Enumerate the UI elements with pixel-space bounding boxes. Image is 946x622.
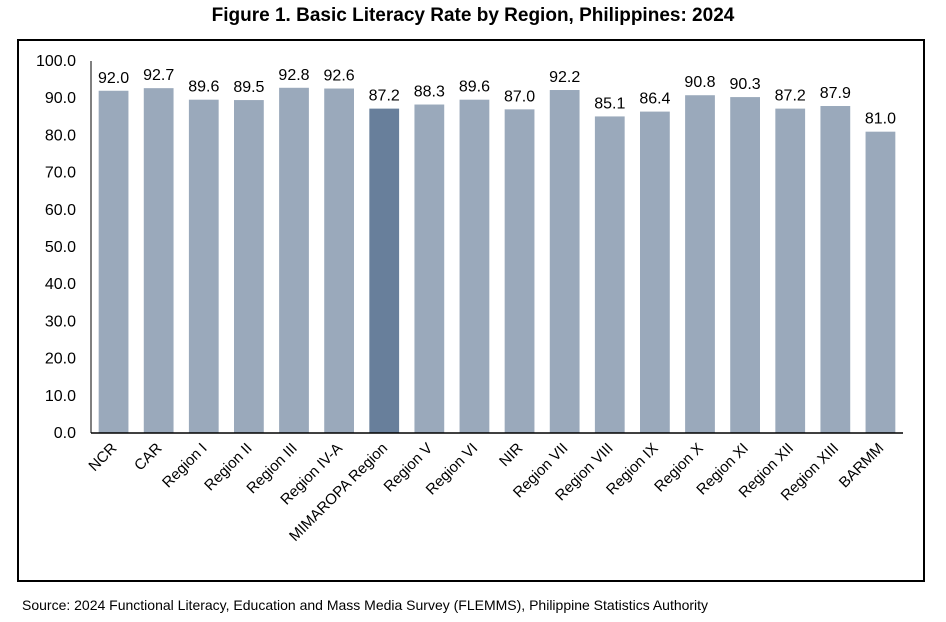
bar [188, 99, 219, 434]
bar [640, 111, 670, 433]
source-note: Source: 2024 Functional Literacy, Educat… [22, 597, 709, 613]
bar [143, 88, 174, 433]
y-tick-label: 60.0 [45, 202, 76, 219]
y-tick-label: 10.0 [45, 388, 76, 405]
bar-value-label: 86.4 [639, 91, 670, 108]
bar-value-label: 89.6 [459, 79, 490, 96]
y-tick-label: 30.0 [45, 313, 76, 330]
bar [369, 108, 400, 433]
bar [865, 131, 896, 433]
bar-value-label: 89.5 [233, 79, 264, 96]
x-tick-label: NIR [496, 440, 526, 470]
bar [730, 97, 760, 434]
bar [414, 104, 445, 434]
y-tick-label: 70.0 [45, 165, 76, 182]
bar-value-label: 87.9 [820, 85, 851, 102]
y-tick-label: 20.0 [45, 351, 76, 368]
bar [549, 90, 580, 434]
bar-value-label: 92.2 [549, 69, 580, 86]
bar-value-label: 90.3 [730, 76, 761, 93]
bar-value-label: 87.0 [504, 88, 535, 105]
bar [98, 90, 129, 433]
bar [234, 100, 264, 433]
y-tick-label: 40.0 [45, 276, 76, 293]
bar [504, 109, 535, 434]
x-tick-label: CAR [131, 440, 166, 475]
y-tick-label: 50.0 [45, 239, 76, 256]
y-tick-label: 80.0 [45, 127, 76, 144]
bar-value-label: 87.2 [775, 88, 806, 105]
bar-value-label: 89.6 [188, 79, 219, 96]
bar-value-label: 88.3 [414, 84, 445, 101]
bar-value-label: 87.2 [369, 88, 400, 105]
bar [820, 106, 851, 434]
bar-value-label: 92.6 [324, 68, 355, 85]
bar [594, 116, 625, 433]
bar-value-label: 92.0 [98, 70, 129, 87]
bar-value-label: 90.8 [684, 74, 715, 91]
bar [459, 99, 490, 434]
bar-value-label: 92.8 [278, 67, 309, 84]
bar [324, 88, 354, 433]
bar [775, 108, 806, 433]
bar [685, 95, 715, 433]
y-tick-label: 90.0 [45, 90, 76, 107]
bar-value-label: 81.0 [865, 111, 896, 128]
chart-frame [17, 39, 925, 582]
y-tick-label: 0.0 [54, 425, 76, 442]
bar-value-label: 85.1 [594, 95, 625, 112]
y-tick-label: 100.0 [36, 53, 76, 70]
bar [279, 87, 309, 433]
bar-value-label: 92.7 [143, 67, 174, 84]
chart-title: Figure 1. Basic Literacy Rate by Region,… [211, 5, 735, 26]
x-tick-label: NCR [85, 440, 120, 475]
x-tick-label: BARMM [836, 440, 888, 492]
